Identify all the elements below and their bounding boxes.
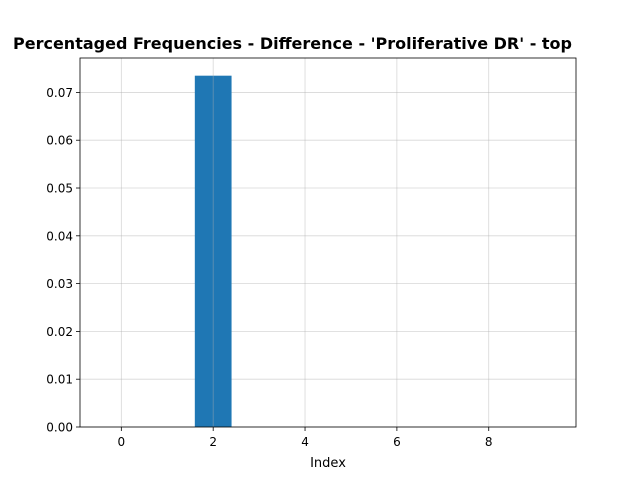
y-tick-label: 0.07	[46, 86, 73, 100]
y-axis: 0.00 0.01 0.02 0.03 0.04 0.05 0.06 0.07	[46, 86, 80, 435]
y-tick-label: 0.02	[46, 325, 73, 339]
y-tick-label: 0.00	[46, 421, 73, 435]
chart-title: Percentaged Frequencies - Difference - '…	[13, 34, 572, 53]
x-tick-label: 6	[393, 435, 401, 449]
plot-area-frame	[79, 57, 577, 428]
x-axis-label: Index	[310, 456, 346, 471]
x-tick-label: 4	[301, 435, 309, 449]
y-tick-label: 0.05	[46, 182, 73, 196]
y-tick-label: 0.03	[46, 277, 73, 291]
x-tick-label: 2	[209, 435, 217, 449]
x-axis: 0 2 4 6 8	[118, 427, 493, 449]
grid-overlay-layer	[120, 58, 490, 427]
y-tick-label: 0.06	[46, 134, 73, 148]
x-tick-label: 8	[485, 435, 493, 449]
grid-layer	[80, 92, 576, 428]
y-tick-label: 0.04	[46, 229, 73, 243]
y-tick-label: 0.01	[46, 373, 73, 387]
x-tick-label: 0	[118, 435, 126, 449]
